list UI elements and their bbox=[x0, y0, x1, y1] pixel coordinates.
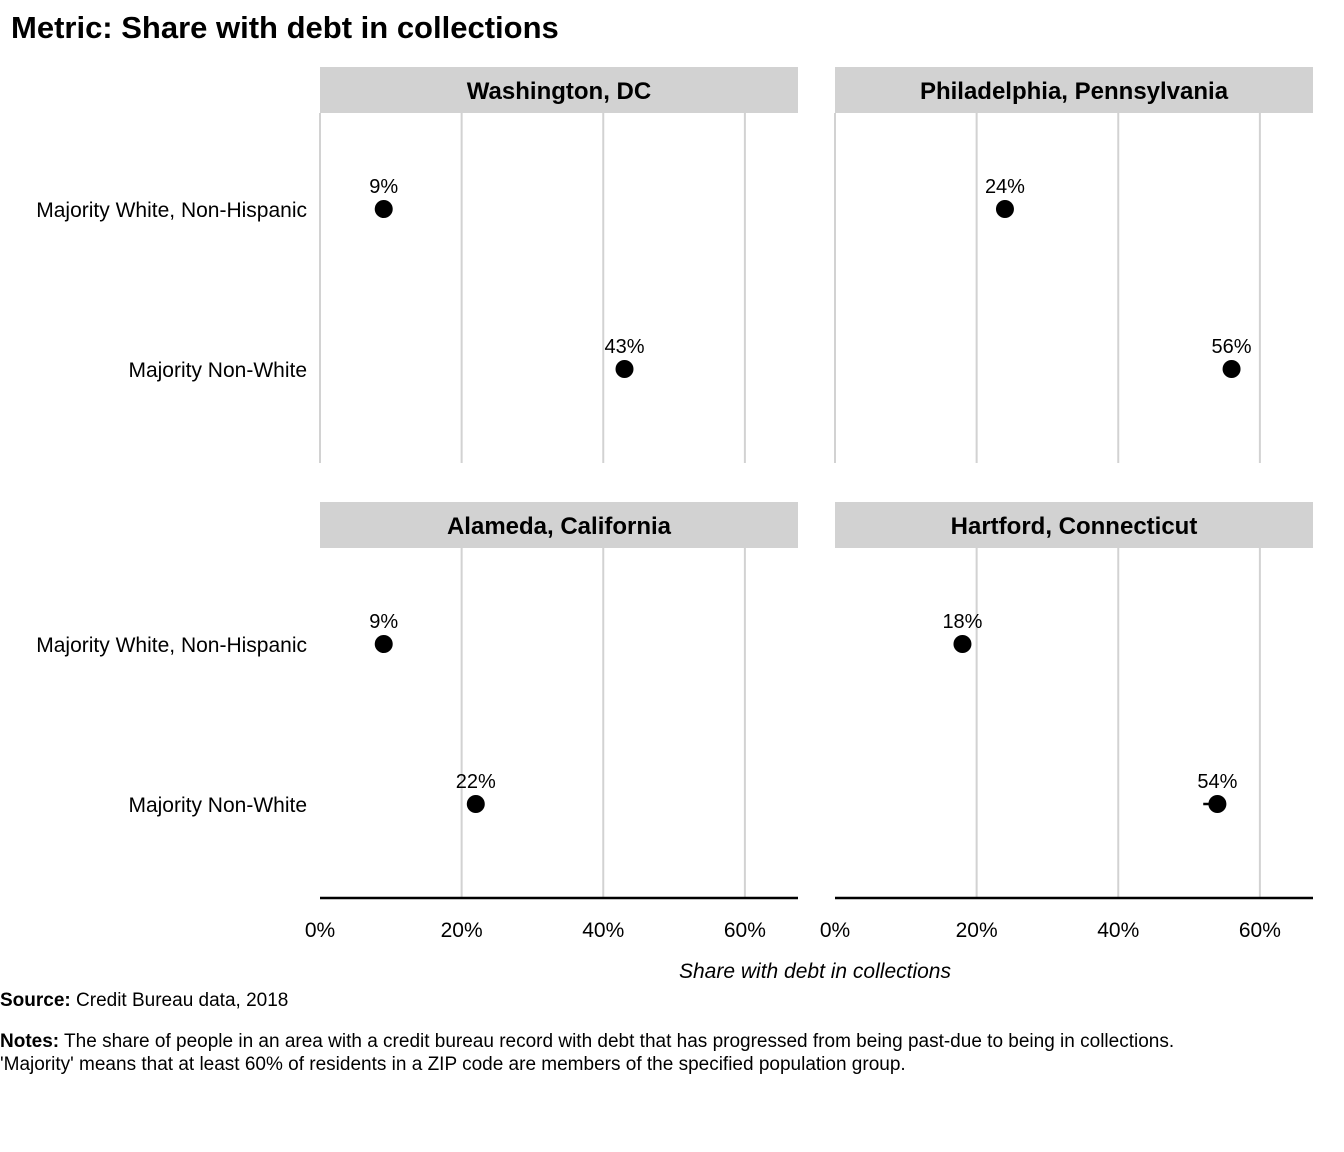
source-text: Credit Bureau data, 2018 bbox=[70, 990, 289, 1011]
x-tick-label: 20% bbox=[956, 919, 998, 942]
notes-text: The share of people in an area with a cr… bbox=[0, 1031, 1175, 1075]
faceted-dot-chart: Washington, DC Majority White, Non-Hispan… bbox=[36, 67, 1313, 983]
data-label: 54% bbox=[1197, 771, 1237, 793]
y-category-label: Majority Non-White bbox=[128, 359, 307, 382]
data-point bbox=[1208, 795, 1227, 813]
x-axis-title: Share with debt in collections bbox=[679, 960, 951, 983]
data-label: 56% bbox=[1212, 336, 1252, 358]
data-point bbox=[995, 200, 1014, 218]
source-label: Source: bbox=[0, 990, 71, 1011]
facet-title: Alameda, California bbox=[447, 513, 672, 540]
facet-strip bbox=[320, 67, 798, 113]
y-category-label: Majority Non-White bbox=[128, 794, 307, 817]
x-tick-label: 0% bbox=[305, 919, 335, 942]
data-label: 43% bbox=[604, 336, 644, 358]
x-tick-label: 60% bbox=[1239, 919, 1281, 942]
facet-strip bbox=[835, 67, 1313, 113]
x-tick-label: 0% bbox=[820, 919, 850, 942]
y-category-label: Majority White, Non-Hispanic bbox=[36, 634, 307, 657]
data-point bbox=[466, 795, 485, 813]
chart-title: Metric: Share with debt in collections bbox=[11, 10, 559, 45]
notes: Notes: The share of people in an area wi… bbox=[0, 1030, 1250, 1076]
data-point bbox=[615, 360, 634, 378]
y-category-label: Majority White, Non-Hispanic bbox=[36, 199, 307, 222]
data-label: 9% bbox=[369, 611, 398, 633]
data-label: 22% bbox=[456, 771, 496, 793]
data-label: 9% bbox=[369, 176, 398, 198]
x-tick-label: 60% bbox=[724, 919, 766, 942]
facet-title: Philadelphia, Pennsylvania bbox=[920, 78, 1229, 105]
x-tick-label: 40% bbox=[1097, 919, 1139, 942]
data-label: 24% bbox=[985, 176, 1025, 198]
facet-title: Hartford, Connecticut bbox=[951, 513, 1198, 540]
x-tick-label: 40% bbox=[582, 919, 624, 942]
data-point bbox=[953, 635, 972, 653]
facet-title: Washington, DC bbox=[467, 78, 651, 105]
source-note: Source: Credit Bureau data, 2018 bbox=[0, 989, 1250, 1012]
notes-label: Notes: bbox=[0, 1031, 60, 1052]
x-tick-label: 20% bbox=[441, 919, 483, 942]
facet-strip bbox=[320, 502, 798, 548]
data-point bbox=[374, 200, 393, 218]
data-point bbox=[1222, 360, 1241, 378]
facet-strip bbox=[835, 502, 1313, 548]
data-point bbox=[374, 635, 393, 653]
data-label: 18% bbox=[942, 611, 982, 633]
